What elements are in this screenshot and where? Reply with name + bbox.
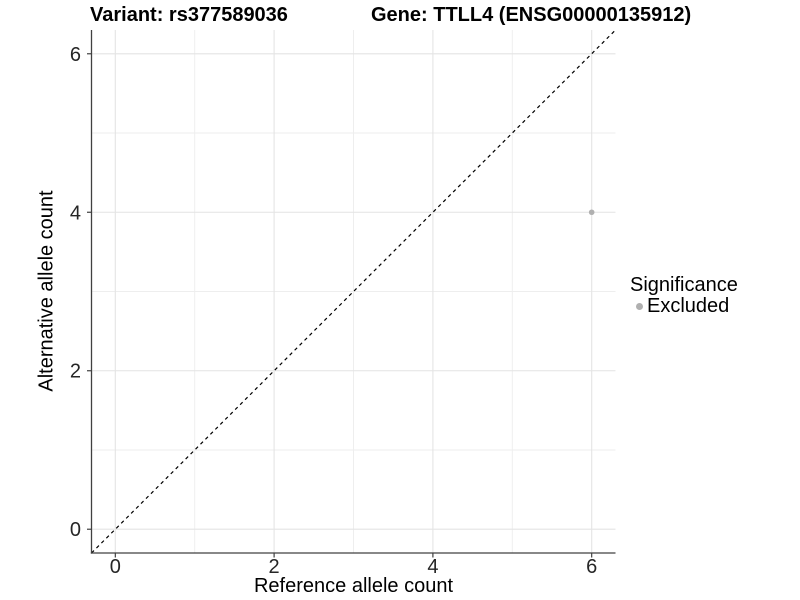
legend-point-icon — [636, 302, 643, 310]
legend: Significance Excluded — [630, 274, 738, 316]
x-tick-label: 0 — [110, 556, 121, 578]
data-point — [588, 209, 595, 216]
variant-title: Variant: rs377589036 — [90, 4, 288, 26]
x-tick-label: 6 — [586, 556, 597, 578]
legend-entry: Excluded — [630, 296, 738, 316]
y-tick-label: 2 — [70, 361, 81, 383]
legend-entry-label: Excluded — [647, 295, 730, 317]
legend-title: Significance — [630, 274, 738, 296]
y-axis-title: Alternative allele count — [35, 190, 58, 392]
y-tick-label: 6 — [70, 44, 81, 66]
x-axis-title: Reference allele count — [253, 575, 453, 597]
y-tick-label: 0 — [70, 519, 81, 541]
identity-reference-line — [91, 29, 616, 554]
x-tick-label: 4 — [427, 556, 438, 578]
gene-title: Gene: TTLL4 (ENSG00000135912) — [371, 4, 692, 26]
x-tick-label: 2 — [269, 556, 280, 578]
y-tick-label: 4 — [70, 202, 81, 224]
